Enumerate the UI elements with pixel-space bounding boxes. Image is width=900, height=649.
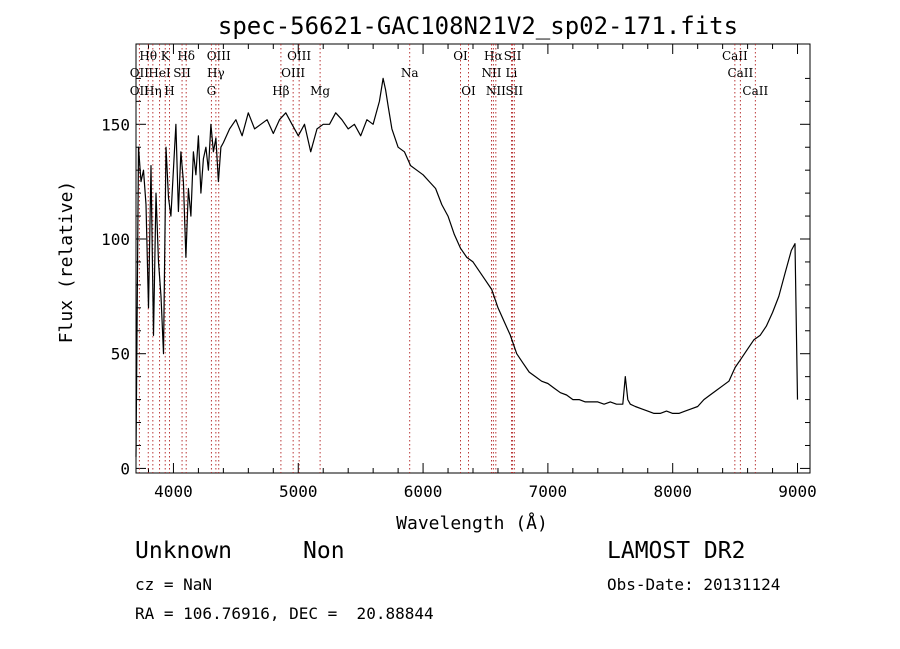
spectral-line-label: SII [504,49,522,63]
spectral-line-label: OI [461,84,476,98]
x-tick-label: 5000 [279,482,318,501]
spectral-line-label: CaII [742,84,768,98]
spectral-line-label: OI [453,49,468,63]
x-tick-label: 8000 [653,482,692,501]
object-class: Unknown [135,538,232,564]
spectral-line-label: CaII [727,66,753,80]
y-axis-label: Flux (relative) [56,181,77,344]
spectral-line-label: Hγ [207,66,225,80]
spectral-line-label: Hη [144,84,162,98]
spectral-line-label: NII [486,84,506,98]
x-tick-label: 4000 [154,482,193,501]
y-tick-label: 0 [120,459,130,478]
plot-frame [135,43,811,474]
x-tick-label: 7000 [529,482,568,501]
spectral-line-label: OIII [281,66,305,80]
observation-date: Obs-Date: 20131124 [607,575,781,594]
spectral-line-label: HeI [148,66,171,80]
spectral-line-label: K [161,49,171,63]
spectral-line-label: OII [130,66,150,80]
spectral-line-label: Hβ [272,84,289,98]
spectral-line-label: OIII [207,49,231,63]
spectral-line-label: CaII [722,49,748,63]
spectral-line-label: Li [506,66,518,80]
spectral-line-label: NII [481,66,501,80]
x-axis-label: Wavelength (Å) [396,512,548,534]
spectral-line-label: Mg [310,84,330,98]
x-tick-label: 9000 [778,482,817,501]
spectral-line-label: H [164,84,174,98]
y-tick-label: 100 [101,230,130,249]
plot-area: 4000 5000 6000 7000 8000 9000 0 50 100 150 Hθ K Hδ OI… [101,43,817,501]
coordinates: RA = 106.76916, DEC = 20.88844 [135,604,434,623]
y-tick-label: 150 [101,115,130,134]
spectral-line-label: SII [173,66,191,80]
spectral-line-label: Hδ [177,49,195,63]
spectral-line-label: Hθ [139,49,157,63]
spectral-line-label: SII [505,84,523,98]
x-tick-label: 6000 [404,482,443,501]
redshift-value: cz = NaN [135,575,213,594]
spectral-line-label: Na [401,66,419,80]
spectral-line-label: Hα [484,49,503,63]
spectrum-series-line [135,77,799,457]
survey-name: LAMOST DR2 [607,538,746,564]
spectral-line-label: OII [130,84,150,98]
object-subclass: Non [303,538,345,564]
chart-title: spec-56621-GAC108N21V2_sp02-171.fits [218,12,738,40]
spectral-line-label: G [207,84,217,98]
y-tick-label: 50 [111,345,130,364]
spectral-line-label: OIII [287,49,311,63]
